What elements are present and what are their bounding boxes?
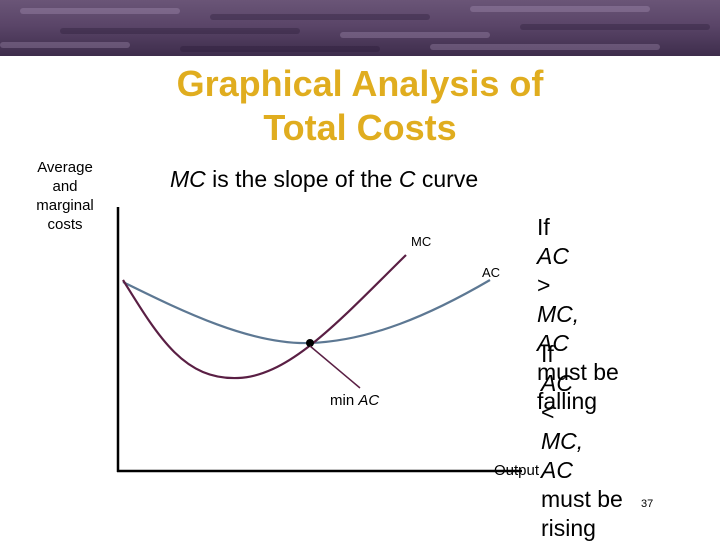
nr1-a: If: [541, 341, 554, 367]
nf2-b: must be: [537, 359, 619, 385]
header-banner: [0, 0, 720, 56]
subtitle-c: C: [398, 166, 416, 192]
mc-curve-label: MC: [411, 234, 432, 249]
nf1-b: AC: [537, 243, 569, 269]
title-line-1: Graphical Analysis of: [176, 63, 544, 104]
ac-curve-label: AC: [482, 265, 501, 280]
note-falling-line-3: falling: [537, 388, 598, 414]
nr2-a: AC: [541, 457, 573, 483]
note-ac-falling: If AC > MC, AC must be falling: [537, 213, 619, 416]
subtitle-text: is the slope of the: [205, 166, 399, 192]
mc-curve: [122, 254, 407, 380]
note-rising-line-2: AC must be: [541, 456, 623, 514]
y-label-line-3: marginal: [36, 197, 94, 214]
slide-subtitle: MC is the slope of the C curve: [170, 166, 478, 193]
subtitle-mc: MC: [170, 166, 206, 192]
min-label-text: min: [330, 392, 359, 409]
ac-curve: [122, 279, 491, 345]
nf1-c: >: [537, 272, 551, 298]
page-number: 37: [641, 498, 654, 510]
y-label-line-1: Average: [37, 159, 93, 176]
title-line-2: Total Costs: [263, 107, 457, 148]
min-ac-label: min AC: [330, 392, 379, 409]
nr2-b: must be: [541, 486, 623, 512]
min-label-ac: AC: [358, 392, 380, 409]
min-ac-point: [306, 339, 314, 347]
min-ac-pointer: [309, 345, 361, 389]
x-axis-label: Output: [494, 462, 540, 479]
note-rising-line-1: If AC < MC,: [541, 340, 623, 456]
y-axis-label: Average and marginal costs: [20, 158, 110, 234]
note-falling-line-1: If AC > MC,: [537, 213, 619, 329]
nf1-a: If: [537, 214, 550, 240]
nr1-c: <: [541, 399, 555, 425]
note-ac-rising: If AC < MC, AC must be rising: [541, 340, 623, 543]
subtitle-end: curve: [415, 166, 479, 192]
note-falling-line-2: AC must be: [537, 329, 619, 387]
nf2-a: AC: [537, 330, 569, 356]
nf1-d: MC,: [537, 301, 580, 327]
slide-title: Graphical Analysis of Total Costs: [100, 62, 620, 150]
nr1-b: AC: [541, 370, 573, 396]
note-rising-line-3: rising: [541, 515, 596, 541]
y-label-line-4: costs: [47, 216, 83, 233]
y-label-line-2: and: [52, 178, 78, 195]
nr1-d: MC,: [541, 428, 584, 454]
